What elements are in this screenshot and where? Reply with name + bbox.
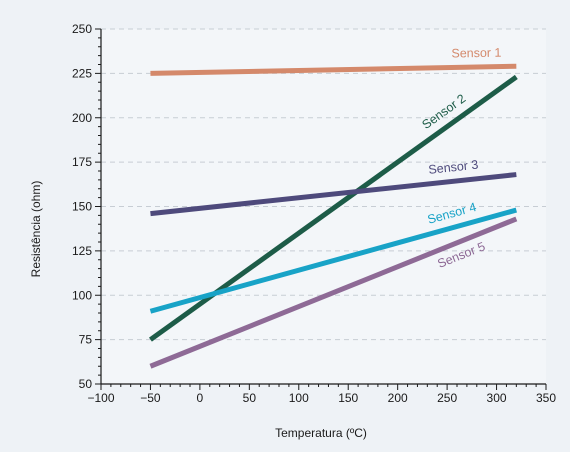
y-tick-label: 50 xyxy=(79,377,93,391)
series-line-3 xyxy=(150,172,517,217)
x-tick-label: 350 xyxy=(536,391,556,405)
axes: 50 75 100 125 150 175 200 225 250 −100 −50 0 50 100 15… xyxy=(72,22,556,405)
y-tick-label: 100 xyxy=(72,288,92,302)
series-line-5 xyxy=(149,216,518,369)
x-tick-label: −50 xyxy=(140,391,161,405)
grid xyxy=(101,28,546,384)
series-label-1: Sensor 1 xyxy=(451,46,501,61)
series-line-1 xyxy=(150,63,517,76)
y-tick-label: 125 xyxy=(72,244,92,258)
y-tick-label: 75 xyxy=(79,333,93,347)
y-axis-title: Resistência (ohm) xyxy=(29,181,43,278)
x-tick-label: 250 xyxy=(437,391,457,405)
x-tick-label: −100 xyxy=(87,391,114,405)
x-axis-title: Temperatura (ºC) xyxy=(275,426,367,440)
x-tick-label: 150 xyxy=(338,391,358,405)
y-tick-label: 150 xyxy=(72,200,92,214)
x-tick-label: 100 xyxy=(289,391,309,405)
y-tick-label: 200 xyxy=(72,111,92,125)
series-line-4 xyxy=(149,207,517,314)
x-tick-label: 200 xyxy=(388,391,408,405)
x-tick-label: 300 xyxy=(487,391,507,405)
y-tick-label: 175 xyxy=(72,155,92,169)
y-tick-label: 250 xyxy=(72,22,92,36)
y-tick-label: 225 xyxy=(72,66,92,80)
x-tick-label: 0 xyxy=(197,391,204,405)
series-lines xyxy=(148,63,518,369)
x-tick-label: 50 xyxy=(243,391,257,405)
series-label-3: Sensor 3 xyxy=(428,158,479,177)
